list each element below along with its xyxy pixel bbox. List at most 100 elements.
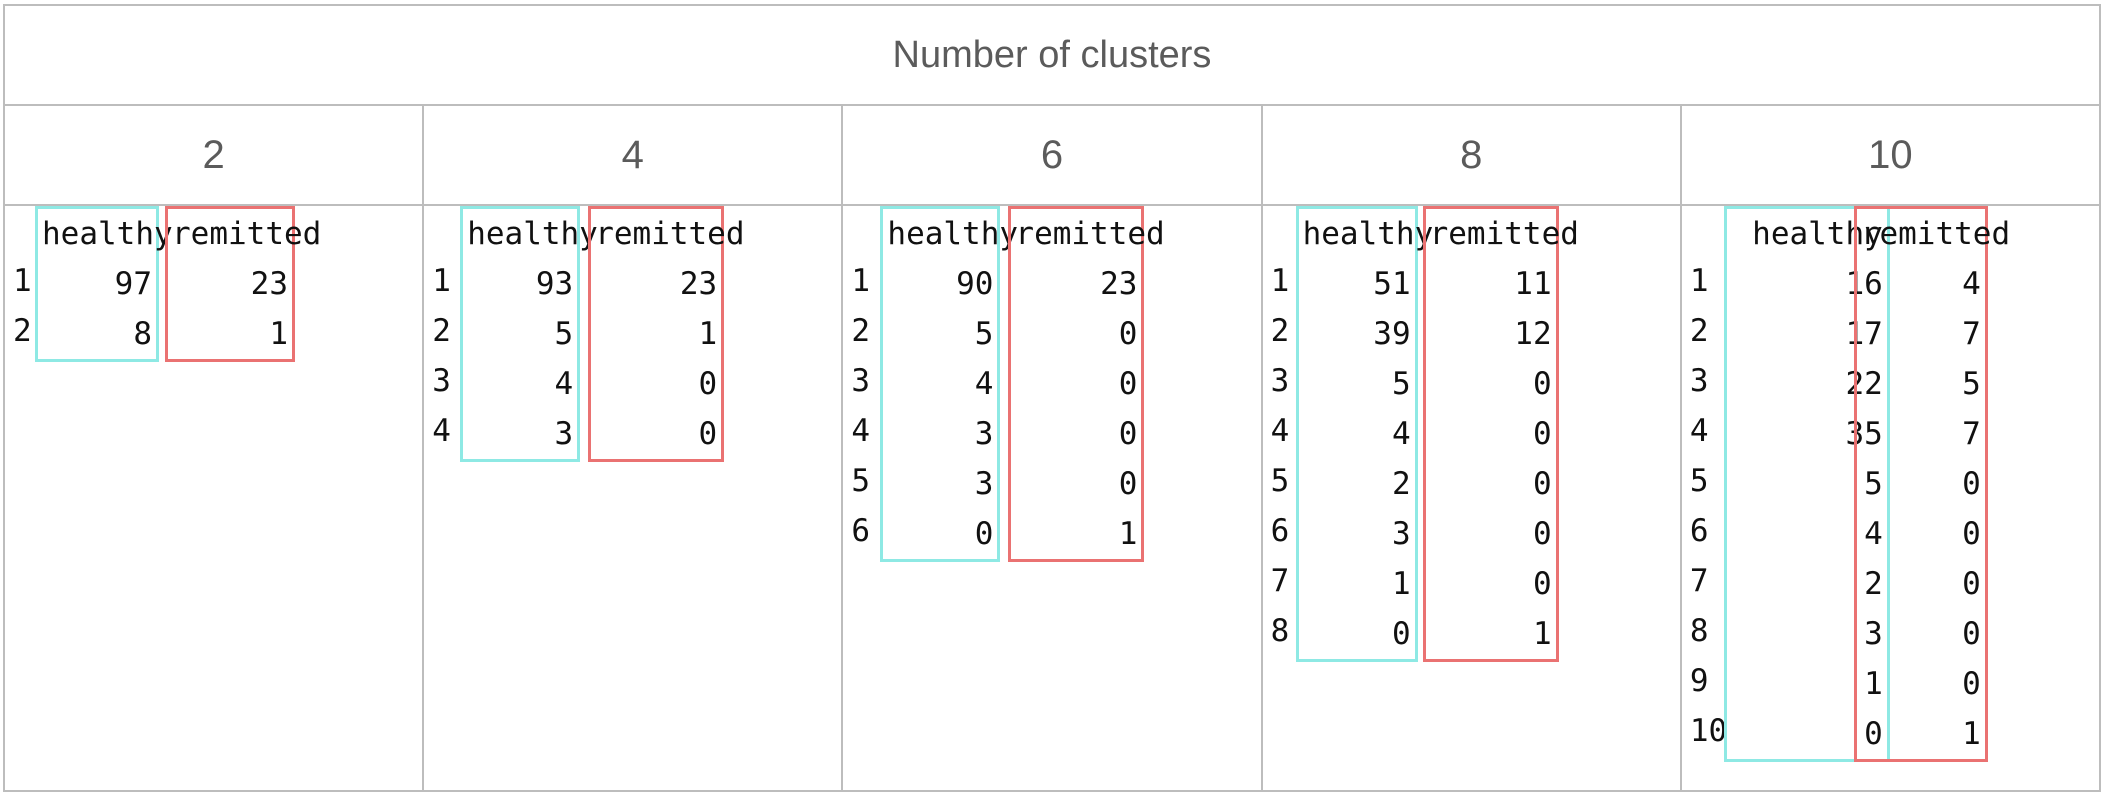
remitted-count: 5 xyxy=(1962,366,1981,402)
row-index: 4 xyxy=(851,413,871,449)
cluster-panel: 1 2 3 4 5 6 healthy 90 5 4 3 3 0 remitted 23 0 0 0 0 1 xyxy=(843,206,1263,790)
remitted-column-header: remitted xyxy=(172,216,322,252)
table-title: Number of clusters xyxy=(5,6,2099,106)
healthy-count: 5 xyxy=(1864,466,1883,502)
healthy-column-box: healthy 51 39 5 4 2 3 1 0 xyxy=(1295,206,1434,662)
remitted-count: 7 xyxy=(1962,416,1981,452)
healthy-count: 3 xyxy=(974,416,994,452)
healthy-column-box: healthy 97 8 xyxy=(35,206,173,362)
healthy-count: 4 xyxy=(1391,416,1411,452)
remitted-count: 0 xyxy=(1962,516,1981,552)
remitted-column-box: remitted 11 12 0 0 0 0 0 1 xyxy=(1422,206,1579,662)
remitted-column-box: remitted 23 1 xyxy=(165,206,322,362)
healthy-count: 8 xyxy=(133,316,152,352)
healthy-count: 2 xyxy=(1391,466,1411,502)
row-index: 3 xyxy=(1689,363,1709,399)
row-index: 4 xyxy=(1270,413,1290,449)
remitted-count: 1 xyxy=(1118,516,1138,552)
row-index-column: 1 2 3 4 xyxy=(432,206,451,456)
healthy-count: 3 xyxy=(1391,516,1411,552)
healthy-count: 16 xyxy=(1845,266,1883,302)
healthy-column-header: healthy xyxy=(1752,216,1883,252)
remitted-count: 0 xyxy=(1532,516,1552,552)
healthy-count: 17 xyxy=(1845,316,1883,352)
remitted-count: 0 xyxy=(1962,566,1981,602)
cluster-count-header: 4 xyxy=(424,106,844,204)
row-index: 10 xyxy=(1689,713,1728,749)
row-index: 2 xyxy=(432,313,451,349)
remitted-count: 23 xyxy=(250,266,288,302)
row-index: 4 xyxy=(432,413,451,449)
row-index: 8 xyxy=(1270,613,1290,649)
remitted-count: 4 xyxy=(1962,266,1981,302)
remitted-count: 0 xyxy=(1532,466,1552,502)
remitted-count: 0 xyxy=(1962,616,1981,652)
cluster-count-header: 8 xyxy=(1263,106,1682,204)
remitted-count: 0 xyxy=(1118,316,1138,352)
row-index: 7 xyxy=(1270,563,1290,599)
healthy-count: 5 xyxy=(1391,366,1411,402)
row-index: 6 xyxy=(1689,513,1709,549)
healthy-count: 51 xyxy=(1373,266,1411,302)
row-index: 2 xyxy=(851,313,871,349)
cluster-panel: 1 2 3 4 5 6 7 8 healthy 51 39 5 4 2 3 1 0 remitted 11 12 0 0 0… xyxy=(1263,206,1682,790)
healthy-count: 0 xyxy=(1864,716,1883,752)
cluster-count-header: 6 xyxy=(843,106,1263,204)
remitted-count: 0 xyxy=(1532,566,1552,602)
cluster-count-header: 2 xyxy=(5,106,425,204)
remitted-column-header: remitted xyxy=(1860,216,2011,252)
remitted-count: 0 xyxy=(1962,666,1981,702)
row-index: 5 xyxy=(851,463,871,499)
row-index-column: 1 2 3 4 5 6 7 8 9 10 xyxy=(1690,206,1727,756)
remitted-count: 12 xyxy=(1514,316,1552,352)
row-index: 4 xyxy=(1689,413,1709,449)
remitted-count: 1 xyxy=(269,316,288,352)
remitted-count: 23 xyxy=(1100,266,1138,302)
healthy-column-box: healthy 90 5 4 3 3 0 xyxy=(880,206,1019,562)
healthy-count: 93 xyxy=(535,266,574,302)
healthy-count: 39 xyxy=(1373,316,1411,352)
remitted-count: 0 xyxy=(1118,416,1138,452)
remitted-column-box: remitted 23 0 0 0 0 1 xyxy=(1008,206,1165,562)
remitted-count: 0 xyxy=(698,366,718,402)
row-index: 3 xyxy=(851,363,871,399)
healthy-count: 22 xyxy=(1845,366,1883,402)
row-index: 5 xyxy=(1270,463,1290,499)
remitted-count: 23 xyxy=(679,266,718,302)
row-index: 1 xyxy=(432,263,451,299)
remitted-count: 11 xyxy=(1514,266,1552,302)
remitted-count: 0 xyxy=(1118,366,1138,402)
cluster-panel: 1 2 healthy 97 8 remitted 23 1 xyxy=(5,206,425,790)
healthy-count: 3 xyxy=(554,416,574,452)
remitted-count: 1 xyxy=(1962,716,1981,752)
cluster-panel: 1 2 3 4 5 6 7 8 9 10 healthy 16 17 22 35 5 4 2 3 1 0 remitted… xyxy=(1682,206,2099,790)
healthy-count: 5 xyxy=(554,316,574,352)
healthy-column-header: healthy xyxy=(1302,216,1434,252)
remitted-column-box: remitted 4 7 5 7 0 0 0 0 0 1 xyxy=(1853,206,2011,762)
row-index: 6 xyxy=(1270,513,1290,549)
cluster-count-header-row: 2 4 6 8 10 xyxy=(5,106,2099,206)
row-index: 2 xyxy=(13,313,32,349)
cluster-count-header: 10 xyxy=(1868,132,1913,177)
healthy-column-header: healthy xyxy=(887,216,1019,252)
healthy-column-header: healthy xyxy=(467,216,598,252)
remitted-count: 0 xyxy=(1532,416,1552,452)
row-index: 1 xyxy=(851,263,871,299)
healthy-column-box: healthy 93 5 4 3 xyxy=(460,206,598,462)
row-index-column: 1 2 3 4 5 6 xyxy=(851,206,870,556)
row-index: 3 xyxy=(432,363,451,399)
healthy-count: 0 xyxy=(1391,616,1411,652)
remitted-column-header: remitted xyxy=(1015,216,1165,252)
row-index: 1 xyxy=(13,263,32,299)
remitted-count: 1 xyxy=(1532,616,1552,652)
remitted-count: 0 xyxy=(698,416,718,452)
healthy-count: 90 xyxy=(956,266,994,302)
remitted-column-box: remitted 23 1 0 0 xyxy=(588,206,745,462)
healthy-count: 1 xyxy=(1391,566,1411,602)
healthy-count: 0 xyxy=(974,516,994,552)
row-index: 2 xyxy=(1689,313,1709,349)
healthy-count: 1 xyxy=(1864,666,1883,702)
clusters-table: Number of clusters 2 4 6 8 10 1 2 healthy 97 8 re… xyxy=(3,4,2101,792)
remitted-count: 0 xyxy=(1962,466,1981,502)
